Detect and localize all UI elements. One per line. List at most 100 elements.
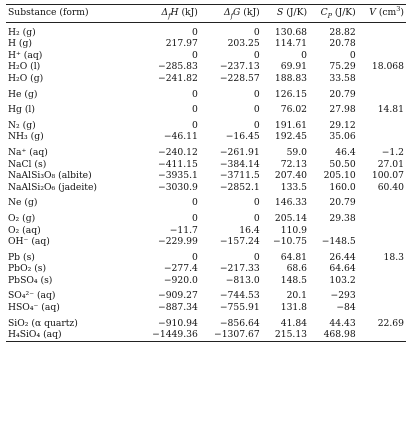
cell-heat-capacity: 33.58 [329, 72, 356, 84]
cell-delta-f-h: −240.12 [158, 146, 198, 158]
cell-substance: Pb (s) [8, 251, 35, 263]
cell-entropy: 146.33 [274, 197, 308, 209]
cell-entropy: 76.02 [280, 104, 308, 116]
cell-substance: NH₃ (g) [8, 131, 44, 143]
header-row: Substance (form) ΔfH (kJ) ΔfG (kJ) S (J/… [6, 4, 406, 23]
cell-delta-f-g: −16.45 [225, 131, 260, 143]
cell-volume [358, 85, 406, 101]
cell-delta-f-h: −1449.36 [152, 329, 198, 341]
cell-entropy: 110.9 [280, 224, 308, 236]
cell-volume [358, 225, 406, 237]
table-row: SO₄²⁻ (aq) −909.27 −744.53 20.1 −293 [6, 286, 406, 302]
cell-delta-f-h: 0 [192, 88, 198, 100]
table-row: H₂O (l) −285.83 −237.13 69.91 75.29 18.068 [6, 61, 406, 73]
cell-heat-capacity: 20.78 [329, 38, 356, 50]
cell-substance: SiO₂ (α quartz) [8, 317, 78, 329]
thermodynamic-data-table: Substance (form) ΔfH (kJ) ΔfG (kJ) S (J/… [6, 4, 406, 342]
cell-substance: NaAlSi₃O₈ (albite) [8, 170, 92, 182]
cell-volume [358, 22, 406, 38]
header-delta-f-g-unit: (kJ) [243, 7, 260, 18]
table-row: HSO₄⁻ (aq) −887.34 −755.91 131.8 −84 [6, 302, 406, 314]
cell-substance: PbO₂ (s) [8, 263, 47, 275]
table-header: Substance (form) ΔfH (kJ) ΔfG (kJ) S (J/… [6, 4, 406, 23]
table-row: Na⁺ (aq) −240.12 −261.91 59.0 46.4 −1.2 [6, 143, 406, 159]
table-row: OH⁻ (aq) −229.99 −157.24 −10.75 −148.5 [6, 236, 406, 248]
row-group: Na⁺ (aq) −240.12 −261.91 59.0 46.4 −1.2 NaCl (… [6, 143, 406, 193]
cell-entropy: 148.5 [280, 274, 308, 286]
cell-volume [358, 131, 406, 143]
cell-substance: OH⁻ (aq) [8, 236, 50, 248]
cell-delta-f-h: −285.83 [158, 61, 198, 73]
row-group: N₂ (g) 0 0 191.61 29.12 NH₃ (g) −46.11 −16.45 19… [6, 116, 406, 143]
cell-delta-f-g: 0 [253, 119, 260, 131]
cell-delta-f-g: 0 [253, 197, 260, 209]
cell-delta-f-g: −237.13 [219, 61, 260, 73]
cell-delta-f-h: 0 [192, 26, 198, 38]
cell-volume [358, 73, 406, 85]
cell-delta-f-h: −11.7 [169, 224, 198, 236]
cell-heat-capacity: 28.82 [329, 26, 356, 38]
row-group: H₂ (g) 0 0 130.68 28.82 H (g) 217.97 203.25 114.… [6, 22, 406, 84]
header-delta-f-h-unit: (kJ) [181, 7, 198, 18]
cell-delta-f-h: 0 [192, 104, 198, 116]
cell-delta-f-h: −920.0 [163, 274, 198, 286]
cell-substance: Na⁺ (aq) [8, 146, 48, 158]
cell-substance: PbSO₄ (s) [8, 274, 53, 286]
cell-heat-capacity: 205.10 [323, 170, 356, 182]
cell-entropy: 20.1 [286, 290, 308, 302]
cell-heat-capacity: 160.0 [329, 181, 356, 193]
cell-delta-f-g: 16.4 [239, 224, 260, 236]
cell-delta-f-h: −910.94 [158, 317, 198, 329]
cell-delta-f-h: −277.4 [163, 263, 198, 275]
cell-heat-capacity: 0 [349, 49, 356, 61]
cell-delta-f-g: 0 [253, 26, 260, 38]
cell-heat-capacity: 29.12 [329, 119, 356, 131]
cell-heat-capacity: 64.64 [329, 263, 356, 275]
cell-entropy: 59.0 [286, 146, 308, 158]
cell-entropy: 64.81 [280, 251, 308, 263]
cell-delta-f-h: 0 [192, 49, 198, 61]
header-volume: V (cm3) [369, 4, 404, 18]
cell-delta-f-g: −1307.67 [214, 329, 260, 341]
table-row: N₂ (g) 0 0 191.61 29.12 [6, 116, 406, 132]
cell-heat-capacity: 27.98 [329, 104, 356, 116]
cell-delta-f-g: 0 [253, 251, 260, 263]
cell-volume: 18.068 [371, 61, 404, 73]
cell-volume: 100.07 [371, 170, 404, 182]
cell-delta-f-g: −261.91 [219, 146, 260, 158]
cell-delta-f-h: 0 [192, 212, 198, 224]
cell-substance: N₂ (g) [8, 119, 36, 131]
table-row: H₂ (g) 0 0 130.68 28.82 [6, 22, 406, 38]
table-row: Pb (s) 0 0 64.81 26.44 18.3 [6, 248, 406, 264]
header-volume-unit-end: ) [400, 7, 404, 18]
cell-heat-capacity: 29.38 [329, 212, 356, 224]
row-group: Ne (g) 0 0 146.33 20.79 [6, 193, 406, 209]
cell-entropy: 191.61 [274, 119, 308, 131]
cell-entropy: 126.15 [274, 88, 308, 100]
cell-delta-f-h: −411.15 [158, 158, 198, 170]
cell-volume [358, 38, 406, 50]
table-row: Ne (g) 0 0 146.33 20.79 [6, 193, 406, 209]
row-group: O₂ (g) 0 0 205.14 29.38 O₂ (aq) −11.7 16.4 110.9… [6, 209, 406, 248]
table-row: PbSO₄ (s) −920.0 −813.0 148.5 103.2 [6, 275, 406, 287]
cell-delta-f-g: −755.91 [219, 302, 260, 314]
cell-entropy: 207.40 [274, 170, 308, 182]
cell-volume: 18.3 [383, 251, 404, 263]
cell-delta-f-g: 203.25 [227, 38, 260, 50]
cell-volume: −1.2 [381, 146, 404, 158]
cell-heat-capacity: −84 [336, 302, 356, 314]
table-row: PbO₂ (s) −277.4 −217.33 68.6 64.64 [6, 263, 406, 275]
cell-delta-f-g: 0 [253, 88, 260, 100]
cell-volume [358, 193, 406, 209]
cell-volume [358, 50, 406, 62]
header-entropy-unit: (J/K) [286, 7, 308, 18]
cell-delta-f-g: 0 [253, 49, 260, 61]
cell-delta-f-h: −241.82 [158, 72, 198, 84]
cell-heat-capacity: −293 [330, 290, 356, 302]
cell-entropy: 205.14 [274, 212, 308, 224]
cell-entropy: 69.91 [280, 61, 308, 73]
header-volume-unit: (cm [378, 7, 397, 18]
cell-entropy: 188.83 [274, 72, 308, 84]
cell-delta-f-h: 217.97 [165, 38, 198, 50]
